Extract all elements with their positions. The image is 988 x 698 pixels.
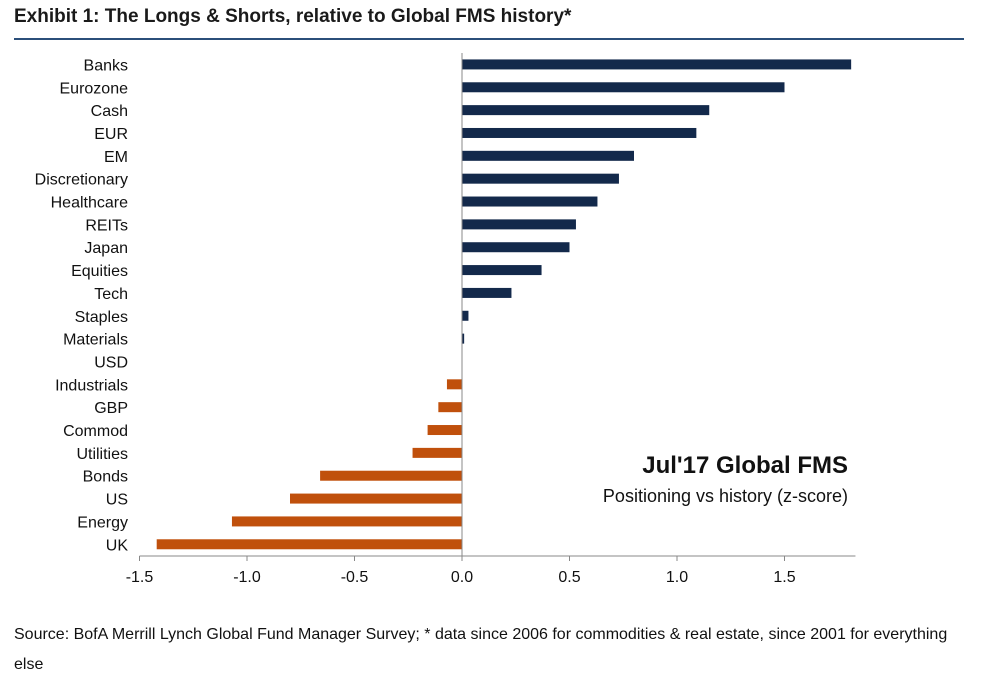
bar-gbp bbox=[438, 402, 462, 413]
category-label: Energy bbox=[77, 514, 128, 531]
category-label: Utilities bbox=[76, 446, 128, 463]
bars-group bbox=[156, 59, 852, 550]
category-label: Commod bbox=[63, 423, 128, 440]
bar-cash bbox=[462, 105, 710, 116]
x-tick-label: 0.0 bbox=[451, 569, 473, 586]
bar-us bbox=[290, 493, 462, 504]
bar-industrials bbox=[446, 379, 462, 390]
bar-utilities bbox=[412, 447, 462, 458]
annotation-subtitle: Positioning vs history (z-score) bbox=[602, 486, 848, 506]
x-tick-label: -1.0 bbox=[233, 569, 261, 586]
category-label: Cash bbox=[91, 103, 128, 120]
x-tick-label: 0.5 bbox=[558, 569, 580, 586]
bar-em bbox=[462, 150, 634, 161]
bar-eur bbox=[462, 127, 697, 138]
bar-uk bbox=[156, 539, 462, 550]
category-label: Materials bbox=[63, 332, 128, 349]
category-label: UK bbox=[106, 537, 129, 554]
category-label: Equities bbox=[71, 263, 128, 280]
annotation-title: Jul'17 Global FMS bbox=[642, 452, 848, 479]
source-note: Source: BofA Merrill Lynch Global Fund M… bbox=[14, 626, 948, 673]
category-label: Staples bbox=[75, 309, 128, 326]
category-label: Healthcare bbox=[51, 195, 128, 212]
category-label: Banks bbox=[84, 57, 128, 74]
chart-title: Exhibit 1: The Longs & Shorts, relative … bbox=[14, 6, 572, 27]
x-tick-label: 1.0 bbox=[666, 569, 688, 586]
category-label: Eurozone bbox=[60, 80, 129, 97]
category-label: Bonds bbox=[83, 469, 128, 486]
bar-commod bbox=[427, 425, 462, 436]
category-label: GBP bbox=[94, 400, 128, 417]
bar-bonds bbox=[320, 470, 462, 481]
bar-tech bbox=[462, 287, 512, 298]
category-label: USD bbox=[94, 354, 128, 371]
bar-reits bbox=[462, 219, 576, 230]
x-tick-label: -1.5 bbox=[126, 569, 154, 586]
bar-chart: Banks Eurozone Cash EUR EM Discretionary Healt… bbox=[35, 53, 856, 586]
category-label: Industrials bbox=[55, 377, 128, 394]
category-label: Tech bbox=[94, 286, 128, 303]
bar-japan bbox=[462, 242, 570, 253]
bar-materials bbox=[462, 333, 465, 344]
bar-eurozone bbox=[462, 82, 785, 93]
x-axis-ticks: -1.5 -1.0 -0.5 0.0 0.5 1.0 1.5 bbox=[126, 556, 796, 586]
category-label: Japan bbox=[84, 240, 128, 257]
category-label: Discretionary bbox=[35, 172, 128, 189]
x-tick-label: 1.5 bbox=[773, 569, 795, 586]
bar-healthcare bbox=[462, 196, 598, 207]
x-tick-label: -0.5 bbox=[341, 569, 369, 586]
category-labels: Banks Eurozone Cash EUR EM Discretionary Healt… bbox=[35, 57, 129, 554]
bar-banks bbox=[462, 59, 852, 70]
category-label: US bbox=[106, 492, 128, 509]
title-divider bbox=[14, 38, 964, 40]
bar-staples bbox=[462, 310, 469, 321]
bar-energy bbox=[231, 516, 462, 527]
category-label: EUR bbox=[94, 126, 128, 143]
category-label: EM bbox=[104, 149, 128, 166]
category-label: REITs bbox=[85, 217, 128, 234]
bar-equities bbox=[462, 265, 542, 276]
bar-discretionary bbox=[462, 173, 619, 184]
